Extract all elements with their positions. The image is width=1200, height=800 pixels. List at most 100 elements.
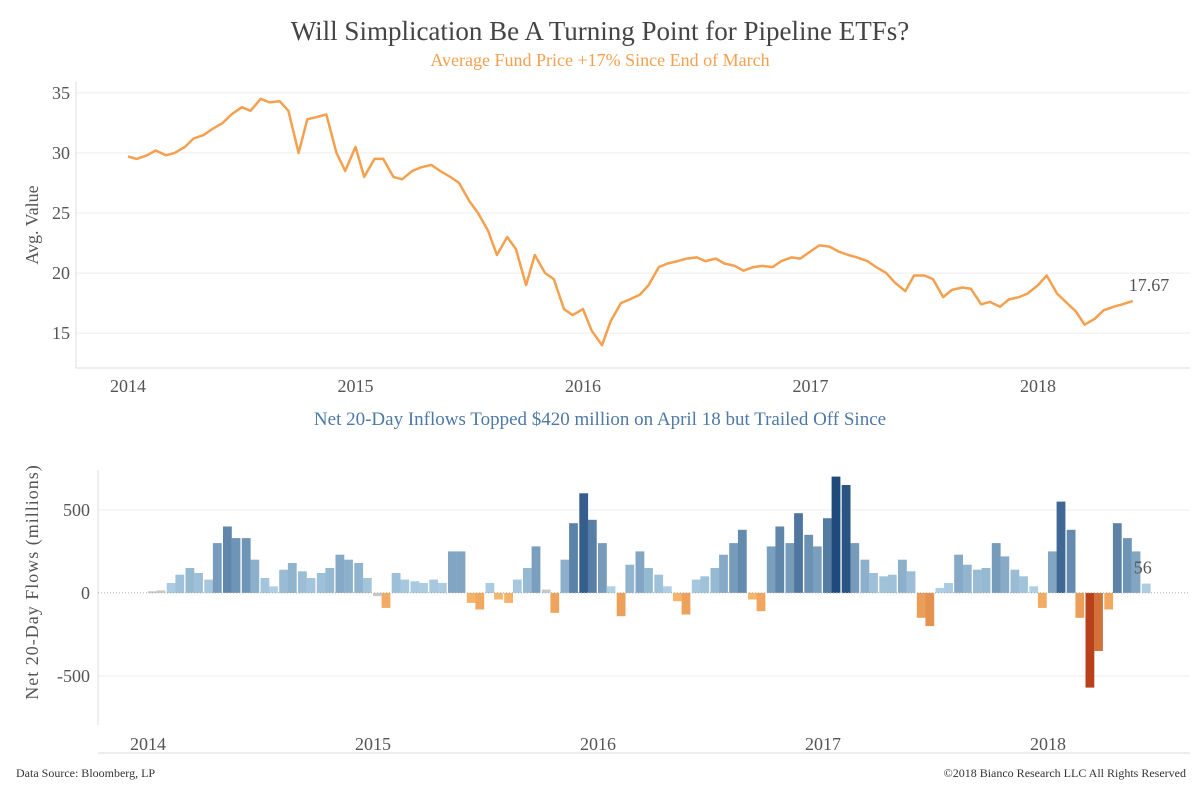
- flow-bar: [625, 564, 635, 593]
- flow-bar: [316, 573, 326, 593]
- flow-bar: [1056, 501, 1066, 593]
- flow-bar: [925, 592, 935, 627]
- flow-bar: [231, 538, 241, 593]
- flow-bar: [1123, 538, 1132, 593]
- flow-bar: [475, 592, 485, 610]
- flow-bar: [166, 583, 176, 593]
- flow-bar: [204, 579, 214, 593]
- flow-bar: [812, 546, 822, 593]
- flow-bar: [1048, 551, 1057, 593]
- flow-bar: [1000, 556, 1010, 593]
- flow-bar: [898, 559, 907, 593]
- flow-bar: [354, 563, 364, 593]
- y-tick-label: 15: [52, 323, 70, 343]
- flow-bar: [775, 526, 785, 593]
- chart-title: Will Simplication Be A Turning Point for…: [290, 16, 910, 46]
- flow-bar: [616, 592, 626, 617]
- flow-bar: [466, 592, 476, 603]
- flow-bar: [954, 554, 963, 593]
- x-tick-label: 2017: [805, 734, 841, 754]
- flow-bar: [691, 579, 701, 593]
- x-tick-label: 2018: [1030, 734, 1066, 754]
- flow-bar: [1131, 551, 1141, 593]
- flow-bar: [1037, 592, 1047, 608]
- flow-bar: [850, 543, 860, 593]
- flow-bar: [823, 518, 832, 593]
- flow-bar: [944, 583, 953, 593]
- flow-bar: [879, 576, 889, 593]
- y-tick-label: 0: [81, 583, 90, 603]
- flow-bar: [1094, 592, 1103, 651]
- flow-bar: [962, 564, 972, 593]
- flow-bar: [906, 571, 916, 593]
- flow-bar: [325, 568, 335, 593]
- flow-bar: [587, 519, 597, 593]
- flow-bar: [298, 571, 307, 593]
- flow-bar: [1066, 529, 1076, 593]
- flow-bar: [156, 590, 166, 593]
- flow-bar: [250, 559, 260, 593]
- y-tick-label: -500: [57, 666, 90, 686]
- flow-bar: [419, 583, 428, 593]
- flows-end-label: 56: [1134, 558, 1152, 578]
- flow-bar: [269, 586, 278, 593]
- y-axis-title: Net 20-Day Flows (millions): [22, 464, 43, 700]
- copyright: ©2018 Bianco Research LLC All Rights Res…: [943, 766, 1186, 780]
- flow-bar: [485, 583, 495, 593]
- x-tick-label: 2017: [793, 376, 829, 396]
- flow-bar: [531, 546, 541, 593]
- flows-chart-subtitle: Net 20-Day Inflows Topped $420 million o…: [313, 409, 887, 430]
- x-tick-label: 2016: [580, 734, 616, 754]
- x-tick-label: 2015: [355, 734, 391, 754]
- flow-bar: [279, 569, 288, 593]
- flow-bar: [1019, 576, 1028, 593]
- flow-bar: [681, 592, 691, 615]
- flow-bar: [785, 543, 795, 593]
- flow-bar: [756, 592, 766, 612]
- y-tick-label: 35: [52, 83, 70, 103]
- flow-bar: [729, 543, 738, 593]
- flow-bar: [1112, 523, 1122, 593]
- flow-bar: [391, 573, 401, 593]
- price-line: [127, 97, 1134, 347]
- flow-bar: [523, 568, 532, 593]
- flow-bar: [710, 568, 720, 593]
- flow-bar: [437, 583, 447, 593]
- flow-bar: [869, 573, 878, 593]
- flow-bar: [373, 592, 382, 597]
- x-tick-label: 2015: [338, 376, 374, 396]
- x-tick-label: 2016: [565, 376, 601, 396]
- flow-bar: [362, 578, 372, 593]
- flow-bar: [175, 574, 185, 593]
- flow-bar: [804, 534, 814, 593]
- flow-bar: [448, 551, 457, 593]
- flow-bar: [766, 546, 776, 593]
- flow-bar: [748, 592, 757, 600]
- price-end-label: 17.67: [1129, 275, 1170, 295]
- flow-bar: [494, 592, 503, 600]
- y-tick-label: 25: [52, 203, 70, 223]
- flow-bar: [644, 568, 653, 593]
- flow-bar: [598, 543, 607, 593]
- x-tick-label: 2018: [1020, 376, 1056, 396]
- flow-bar: [569, 523, 578, 593]
- flow-bar: [662, 586, 672, 593]
- flow-bar: [410, 581, 420, 593]
- flow-bar: [719, 554, 728, 593]
- flow-bar: [981, 568, 991, 593]
- flow-bar: [148, 591, 157, 593]
- flow-bar: [223, 526, 232, 593]
- flow-bar: [673, 592, 682, 602]
- flow-bar: [287, 563, 297, 593]
- flow-bar: [260, 578, 270, 593]
- flow-bar: [550, 592, 560, 613]
- flow-bar: [635, 551, 645, 593]
- flow-bar: [606, 586, 616, 593]
- flow-bar: [344, 559, 353, 593]
- flow-bar: [794, 513, 803, 593]
- flow-bar: [860, 559, 870, 593]
- flow-bar: [654, 574, 664, 593]
- flow-bar: [973, 569, 982, 593]
- flow-bar: [579, 493, 589, 593]
